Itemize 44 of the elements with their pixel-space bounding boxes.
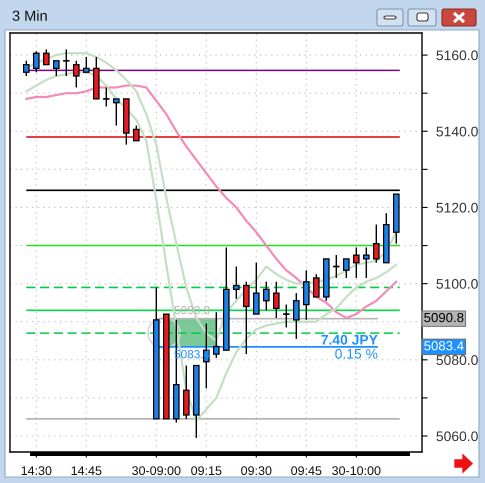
candlestick bbox=[52, 60, 60, 77]
candlestick bbox=[292, 292, 300, 340]
candlestick bbox=[272, 281, 280, 319]
candlestick bbox=[242, 281, 250, 355]
y-tick-label: 5080.0 bbox=[436, 355, 478, 365]
x-tick-label: 30-09:00 bbox=[132, 466, 180, 476]
candlestick bbox=[22, 60, 30, 77]
y-tick-label: 5100.0 bbox=[436, 278, 478, 289]
x-tick-label: 30-10:00 bbox=[332, 466, 380, 476]
candlestick bbox=[62, 48, 70, 77]
x-tick-label: 14:30 bbox=[22, 466, 52, 476]
line-series bbox=[25, 84, 398, 320]
annotation: 0.15 % bbox=[335, 348, 378, 359]
candlestick bbox=[372, 224, 380, 264]
candlestick bbox=[82, 56, 90, 73]
candlestick bbox=[282, 304, 290, 328]
candlestick bbox=[232, 266, 240, 300]
x-tick-label: 09:45 bbox=[291, 466, 322, 476]
chart-title: 3 Min bbox=[12, 10, 47, 21]
candlestick bbox=[112, 98, 120, 126]
candlestick bbox=[262, 281, 270, 311]
text: 5083.4 bbox=[424, 341, 464, 350]
y-tick-label: 5060.0 bbox=[436, 431, 478, 442]
annotation: 7.40 JPY bbox=[321, 334, 378, 345]
candlestick bbox=[32, 50, 40, 73]
candlestick bbox=[352, 246, 360, 279]
candlestick bbox=[362, 246, 370, 279]
candlestick bbox=[102, 86, 110, 108]
y-tick-label: 5140.0 bbox=[436, 126, 478, 136]
candlestick bbox=[212, 312, 220, 359]
y-tick-label: 5120.0 bbox=[436, 202, 478, 213]
candlestick bbox=[302, 270, 310, 321]
candlestick bbox=[332, 254, 340, 279]
candlestick bbox=[132, 124, 140, 142]
candlestick bbox=[342, 258, 350, 279]
candlestick bbox=[72, 60, 80, 88]
candlestick bbox=[42, 48, 50, 66]
candlestick bbox=[312, 273, 320, 298]
text: 5090.8 bbox=[424, 312, 464, 322]
x-tick-label: 14:45 bbox=[72, 466, 102, 476]
x-tick-label: 09:15 bbox=[191, 466, 222, 476]
x-tick-label: 09:30 bbox=[241, 466, 272, 476]
y-tick-label: 5160.0 bbox=[436, 50, 478, 60]
candlestick bbox=[252, 262, 260, 315]
